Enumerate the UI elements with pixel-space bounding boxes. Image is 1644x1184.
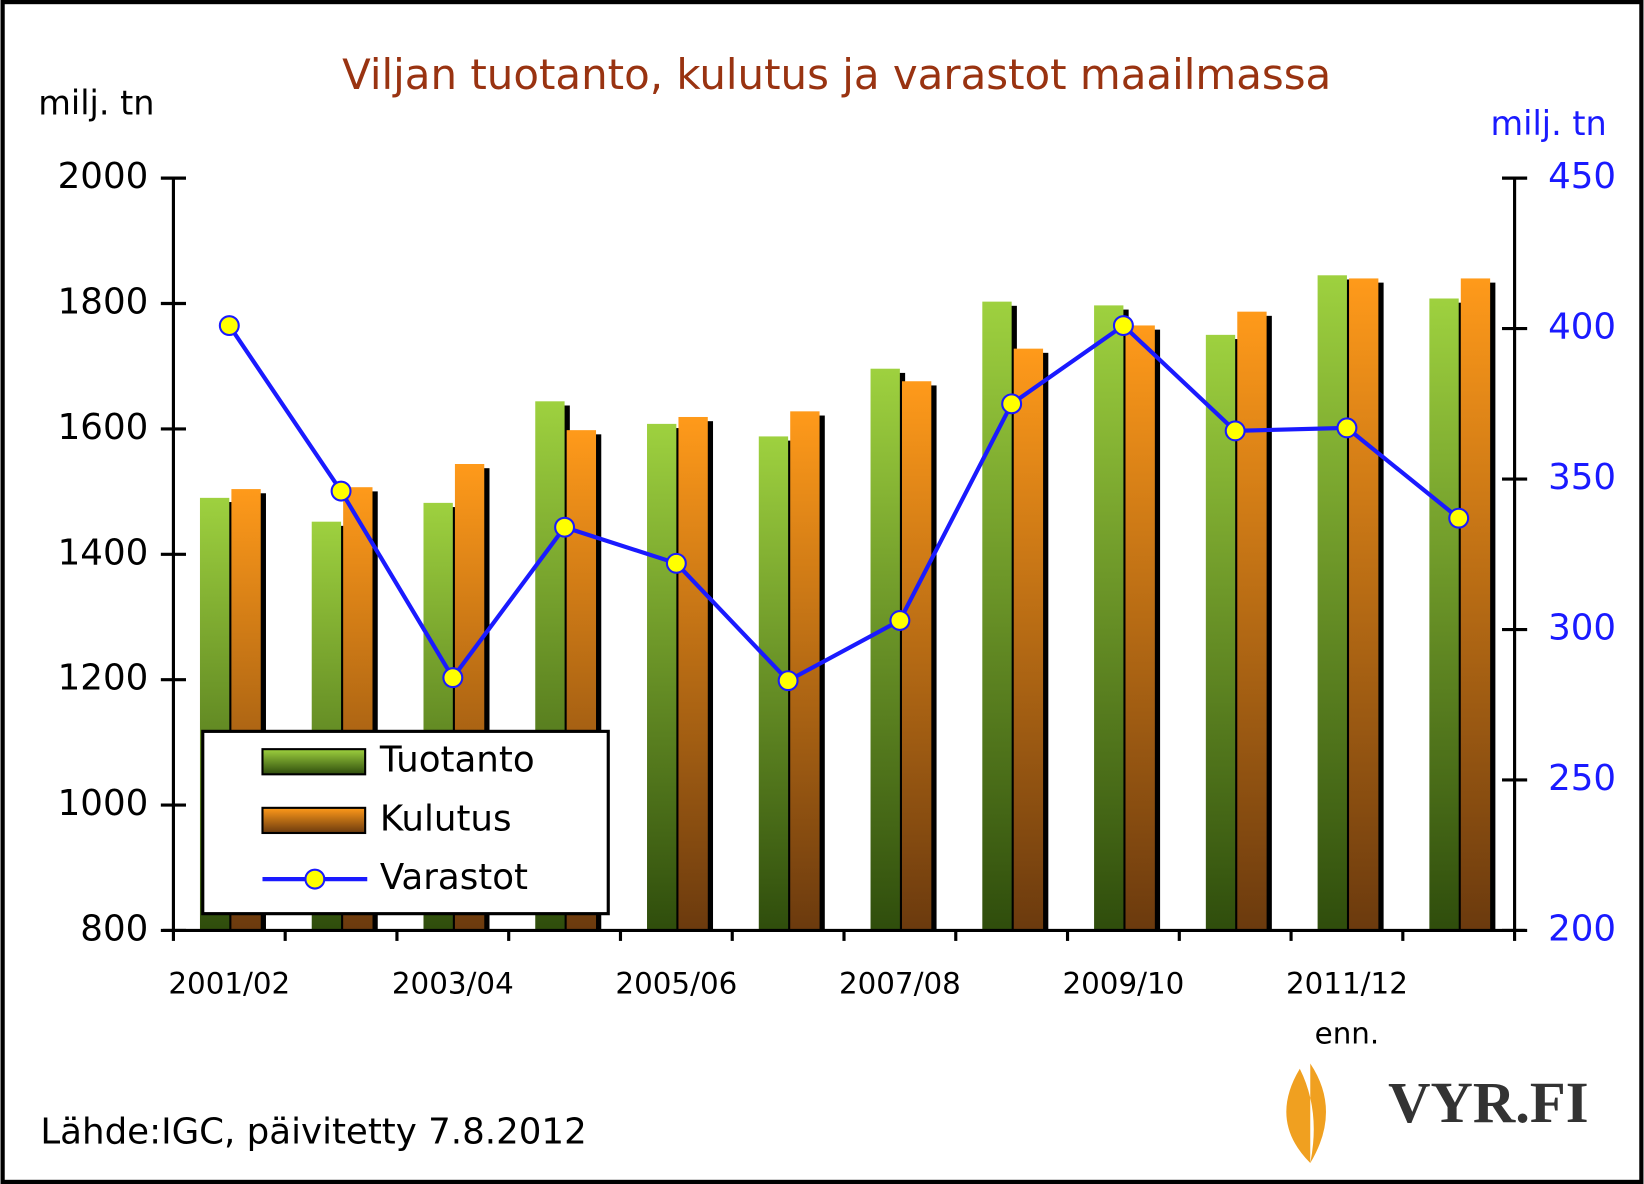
- source-note: Lähde:IGC, päivitetty 7.8.2012: [40, 1112, 586, 1153]
- y2-tick-label: 300: [1548, 608, 1616, 649]
- x-tick-label: 2005/06: [615, 966, 737, 1000]
- x-tick-label: 2003/04: [392, 966, 514, 1000]
- y-tick-label: 1800: [58, 282, 149, 323]
- line: [227, 322, 1461, 684]
- y2-tick-label: 250: [1548, 758, 1616, 799]
- line-marker: [1336, 417, 1358, 439]
- y2-axis-title: milj. tn: [1490, 104, 1606, 143]
- line-marker: [1001, 393, 1023, 415]
- line-marker: [1112, 315, 1134, 337]
- line-marker: [1224, 420, 1246, 442]
- chart-title: Viljan tuotanto, kulutus ja varastot maa…: [342, 50, 1331, 99]
- line-marker: [1448, 507, 1470, 529]
- bar: [901, 381, 932, 931]
- logo-text: VYR.FI: [1388, 1070, 1588, 1135]
- bar: [1317, 275, 1347, 931]
- line-marker: [889, 610, 911, 631]
- y-tick-label: 2000: [58, 156, 149, 197]
- bar: [1460, 278, 1491, 931]
- x-tick-label: 2001/02: [168, 966, 290, 1000]
- line-marker: [665, 552, 687, 574]
- legend-swatch: [261, 748, 367, 776]
- legend-label: Kulutus: [380, 798, 512, 839]
- bar: [1349, 278, 1379, 931]
- line-marker: [777, 670, 799, 692]
- y-tick-label: 1000: [58, 783, 149, 824]
- x-tick-label: 2007/08: [839, 966, 961, 1000]
- legend-label: Tuotanto: [379, 740, 535, 781]
- legend: Tuotanto Kulutus Varastot: [201, 729, 610, 916]
- legend-marker: [304, 868, 326, 890]
- y2-tick-label: 350: [1548, 457, 1616, 498]
- legend-label: Varastot: [380, 857, 528, 898]
- line-marker: [218, 315, 240, 337]
- annotation: enn.: [1315, 1017, 1380, 1051]
- y2-tick-label: 400: [1548, 307, 1616, 348]
- bar: [1013, 348, 1044, 931]
- y-tick-label: 1400: [58, 532, 149, 573]
- bar: [1094, 305, 1124, 931]
- y2-tick-label: 450: [1548, 156, 1616, 197]
- y-tick-label: 1600: [58, 407, 149, 448]
- bar: [1125, 325, 1155, 931]
- y2-tick-label: 200: [1548, 908, 1616, 949]
- x-tick-label: 2009/10: [1062, 966, 1184, 1000]
- bar: [647, 423, 677, 931]
- line-marker: [554, 516, 576, 538]
- y-axis-title: milj. tn: [38, 83, 154, 122]
- logo: VYR.FI: [1286, 1063, 1589, 1164]
- legend-swatch: [261, 806, 367, 835]
- y-tick-label: 1200: [58, 658, 149, 699]
- x-tick-label: 2011/12: [1286, 966, 1408, 1000]
- bar: [1429, 298, 1459, 931]
- bar: [678, 416, 708, 931]
- bar: [1237, 311, 1267, 931]
- logo-icon: [1286, 1063, 1326, 1164]
- y-tick-label: 800: [80, 908, 148, 949]
- line-marker: [442, 667, 464, 689]
- line-marker: [330, 480, 352, 502]
- bar: [870, 368, 900, 931]
